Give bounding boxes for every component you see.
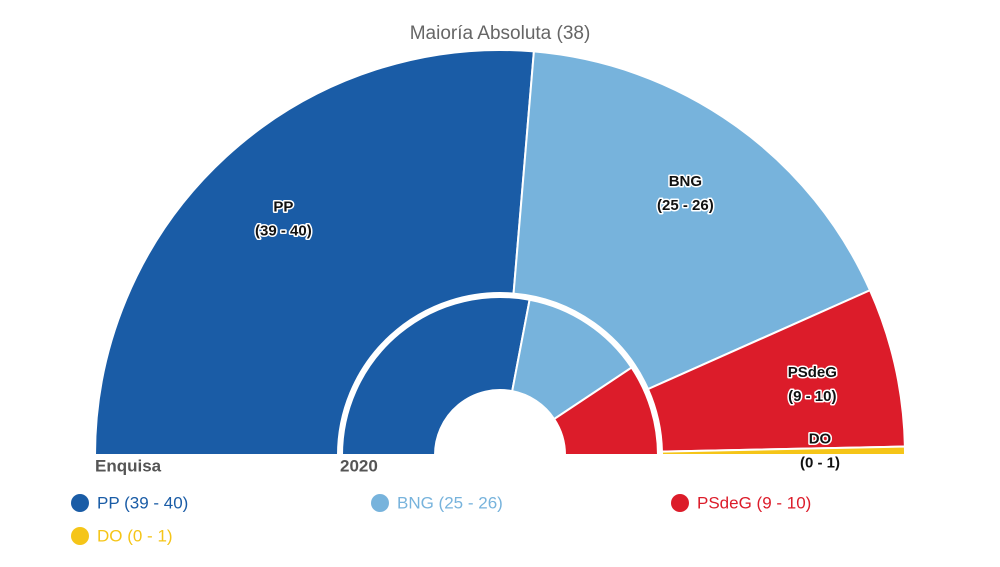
legend-swatch bbox=[71, 527, 89, 545]
segment-name: DO bbox=[809, 431, 832, 448]
legend-swatch bbox=[71, 494, 89, 512]
segment-range: (39 - 40) bbox=[255, 222, 312, 239]
legend-label: PSdeG (9 - 10) bbox=[697, 493, 811, 512]
legend-label: PP (39 - 40) bbox=[97, 493, 188, 512]
previous-segment bbox=[340, 296, 531, 456]
legend-label: BNG (25 - 26) bbox=[397, 493, 503, 512]
segment-name: PP bbox=[273, 198, 293, 215]
segment-name: PSdeG bbox=[788, 364, 837, 381]
ring-label: 2020 bbox=[340, 456, 378, 475]
segment-range: (9 - 10) bbox=[788, 388, 836, 405]
previous-segment bbox=[511, 298, 633, 421]
segment-range: (25 - 26) bbox=[657, 197, 714, 214]
legend-swatch bbox=[371, 494, 389, 512]
legend-label: DO (0 - 1) bbox=[97, 526, 173, 545]
seat-segment bbox=[512, 50, 872, 391]
seat-segment bbox=[93, 49, 535, 456]
seat-segment bbox=[660, 445, 907, 456]
segment-name: BNG bbox=[669, 173, 702, 190]
ring-label: Enquisa bbox=[95, 456, 162, 475]
legend-swatch bbox=[671, 494, 689, 512]
segment-range: (0 - 1) bbox=[800, 455, 840, 472]
chart-title: Maioría Absoluta (38) bbox=[410, 23, 591, 44]
